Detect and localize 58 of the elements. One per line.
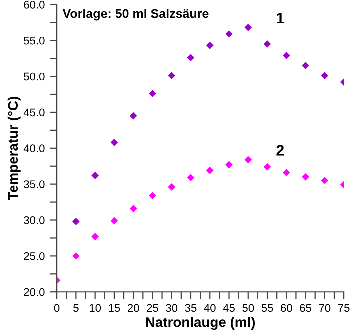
y-tick-label: 50.0 [24,72,45,81]
point [92,172,99,180]
point [168,72,176,80]
x-tick-label: 60 [281,304,292,312]
x-tick-label: 75 [338,304,350,312]
y-tick-label: 60.0 [24,0,45,9]
series-label: 1 [277,13,284,24]
point [321,177,329,184]
point [72,252,80,260]
point [282,169,290,177]
y-tick-label: 35.0 [24,180,45,188]
point [244,24,252,32]
x-tick-label: 30 [166,304,178,312]
x-tick-label: 40 [204,304,216,312]
point [72,218,80,226]
x-tick-label: 35 [185,304,197,312]
point [226,30,233,38]
annotation: Vorlage: 50 ml Salzsäure [62,9,209,21]
x-tick-label: 70 [319,304,331,312]
y-axis-title: Temperatur (°C) [8,97,21,200]
point [206,42,214,50]
point [110,138,118,146]
series-label: 2 [276,145,284,156]
y-tick-label: 45.0 [24,108,45,117]
x-axis-title: Natronlauge (ml) [146,317,256,330]
point [130,112,138,120]
point [321,72,329,80]
y-tick-label: 40.0 [24,144,45,153]
point [302,173,310,181]
x-tick-label: 45 [223,304,235,312]
point [264,163,272,171]
point [187,54,195,62]
point [302,62,310,70]
x-tick-label: 20 [128,304,140,312]
y-tick-label: 55.0 [24,36,45,45]
y-tick-label: 20.0 [24,288,45,296]
point [282,52,290,60]
y-tick-label: 30.0 [24,216,45,224]
x-tick-label: 5 [74,304,79,312]
x-tick-label: 15 [109,304,120,312]
point [149,192,156,200]
point [187,174,195,182]
x-tick-label: 50 [242,304,254,312]
point [168,184,176,191]
point [130,205,138,212]
point [149,90,156,98]
x-tick-label: 25 [147,304,158,312]
x-tick-label: 55 [262,304,274,312]
point [244,156,252,164]
point [110,217,118,225]
point [226,161,233,169]
point [206,167,214,174]
x-tick-label: 10 [90,304,102,312]
point [264,40,272,48]
point [92,233,99,240]
x-tick-label: 65 [300,304,312,312]
x-tick-label: 0 [54,304,60,312]
y-tick-label: 25.0 [24,252,45,260]
